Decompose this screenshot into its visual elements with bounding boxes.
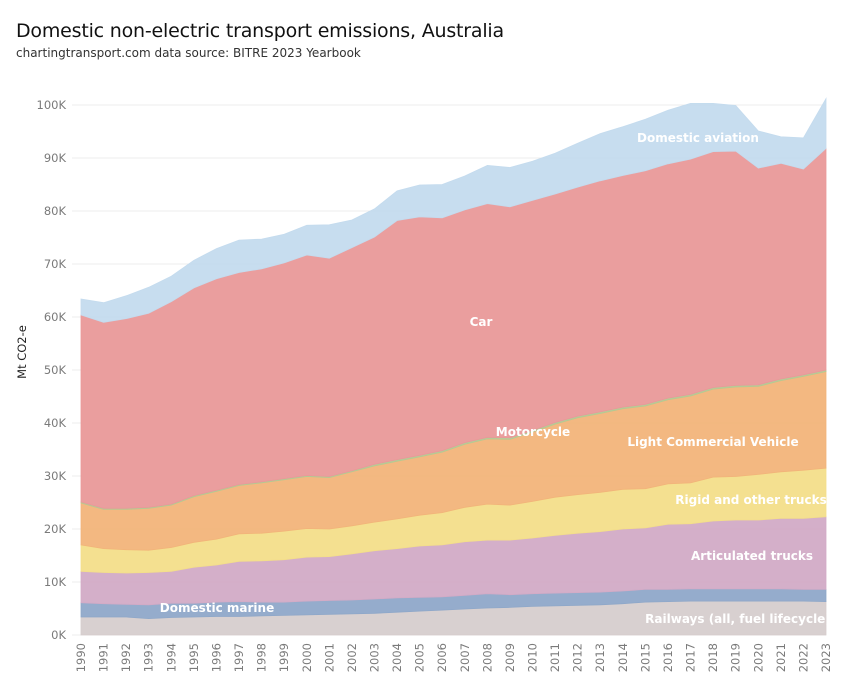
x-tick-label: 2018: [706, 643, 720, 672]
y-axis-title: Mt CO2-e: [15, 325, 29, 379]
x-tick-label: 2021: [774, 643, 788, 672]
x-tick-label: 2013: [593, 643, 607, 672]
x-tick-label: 2014: [616, 643, 630, 672]
x-tick-label: 1998: [255, 643, 269, 672]
x-tick-label: 2019: [729, 643, 743, 672]
x-tick-label: 2003: [368, 643, 382, 672]
chart-subtitle: chartingtransport.com data source: BITRE…: [16, 46, 361, 60]
series-label: Articulated trucks: [691, 549, 813, 563]
x-tick-label: 1999: [277, 643, 291, 672]
x-tick-label: 1993: [142, 643, 156, 672]
x-tick-label: 2012: [571, 643, 585, 672]
x-tick-label: 2000: [300, 643, 314, 672]
x-tick-label: 2007: [458, 643, 472, 672]
y-tick-label: 10K: [44, 575, 67, 589]
x-tick-label: 2009: [503, 643, 517, 672]
series-label: Domestic aviation: [637, 131, 759, 145]
x-axis: 1990 1991 1992 1993 1994 1995 1996 1997 1998 1999…: [74, 643, 833, 672]
x-tick-label: 1997: [232, 643, 246, 672]
x-tick-label: 2006: [435, 643, 449, 672]
x-tick-label: 2017: [684, 643, 698, 672]
x-tick-label: 2022: [796, 643, 810, 672]
x-tick-label: 1992: [119, 643, 133, 672]
series-label: Car: [470, 315, 493, 329]
x-tick-label: 1996: [210, 643, 224, 672]
x-tick-label: 2015: [638, 643, 652, 672]
y-tick-label: 70K: [44, 257, 67, 271]
x-tick-label: 2016: [661, 643, 675, 672]
series-label: Rigid and other trucks: [675, 493, 826, 507]
series-labels: Railways (all, fuel lifecycle) Domestic m…: [160, 131, 831, 626]
x-tick-label: 2001: [322, 643, 336, 672]
series-label: Railways (all, fuel lifecycle): [645, 612, 831, 626]
x-tick-label: 2005: [413, 643, 427, 672]
series-label: Light Commercial Vehicle: [627, 435, 798, 449]
y-tick-label: 60K: [44, 310, 67, 324]
x-tick-label: 1990: [74, 643, 88, 672]
y-tick-label: 100K: [37, 98, 67, 112]
series-areas: [80, 97, 827, 636]
y-tick-label: 40K: [44, 416, 67, 430]
y-axis: 0K 10K 20K 30K 40K 50K 60K 70K 80K 90K 100K: [37, 98, 67, 642]
y-tick-label: 30K: [44, 469, 67, 483]
series-label: Motorcycle: [496, 425, 570, 439]
y-tick-label: 80K: [44, 204, 67, 218]
x-tick-label: 1994: [164, 643, 178, 672]
x-tick-label: 1995: [187, 643, 201, 672]
y-tick-label: 0K: [51, 628, 66, 642]
chart-title: Domestic non-electric transport emission…: [16, 20, 504, 42]
y-tick-label: 50K: [44, 363, 67, 377]
y-tick-label: 90K: [44, 151, 67, 165]
x-tick-label: 2011: [548, 643, 562, 672]
x-tick-label: 2002: [345, 643, 359, 672]
x-tick-label: 2020: [751, 643, 765, 672]
area-domestic-aviation: [80, 97, 827, 323]
x-tick-label: 2010: [526, 643, 540, 672]
x-tick-label: 2004: [390, 643, 404, 672]
series-label: Domestic marine: [160, 601, 274, 615]
y-tick-label: 20K: [44, 522, 67, 536]
x-tick-label: 2008: [480, 643, 494, 672]
x-tick-label: 2023: [819, 643, 833, 672]
x-tick-label: 1991: [97, 643, 111, 672]
